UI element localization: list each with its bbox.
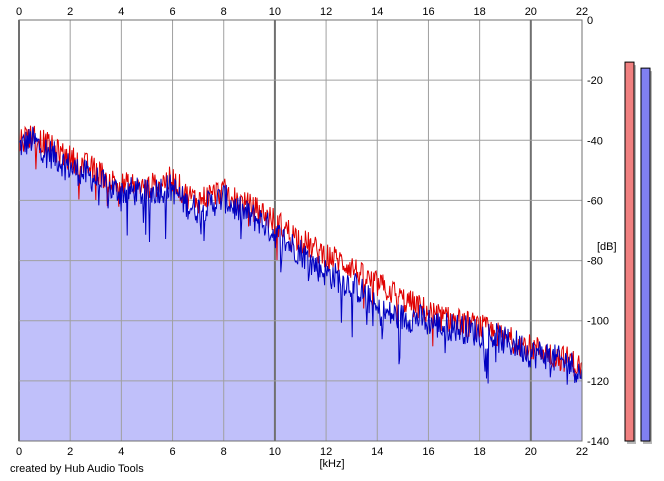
spectrum-area — [19, 126, 582, 442]
x-tick-label-top-2: 2 — [67, 6, 73, 18]
x-tick-label-bottom-10: 10 — [269, 446, 281, 458]
x-tick-label-bottom-20: 20 — [525, 446, 537, 458]
y-tick-label--140: -140 — [587, 436, 609, 448]
y-tick-label--120: -120 — [587, 376, 609, 388]
level-meter-1 — [640, 67, 651, 442]
x-tick-label-top-10: 10 — [269, 6, 281, 18]
plot-frame — [18, 19, 583, 442]
x-tick-label-top-22: 22 — [576, 6, 588, 18]
y-tick-label--80: -80 — [587, 256, 603, 268]
credit-text: created by Hub Audio Tools — [10, 463, 144, 475]
y-tick-label--40: -40 — [587, 135, 603, 147]
x-tick-label-top-4: 4 — [118, 6, 124, 18]
y-tick-label--60: -60 — [587, 195, 603, 207]
x-tick-label-bottom-2: 2 — [67, 446, 73, 458]
x-tick-label-bottom-0: 0 — [16, 446, 22, 458]
y-tick-label--20: -20 — [587, 75, 603, 87]
x-tick-label-top-0: 0 — [16, 6, 22, 18]
series-line-blue — [18, 126, 583, 385]
x-tick-label-top-16: 16 — [422, 6, 434, 18]
x-tick-label-bottom-22: 22 — [576, 446, 588, 458]
y-tick-label-0: 0 — [587, 15, 593, 27]
x-tick-label-bottom-6: 6 — [169, 446, 175, 458]
x-tick-label-bottom-14: 14 — [371, 446, 383, 458]
y-axis-label: [dB] — [597, 241, 617, 253]
x-tick-label-top-8: 8 — [221, 6, 227, 18]
x-tick-label-top-6: 6 — [169, 6, 175, 18]
x-tick-label-bottom-4: 4 — [118, 446, 124, 458]
x-tick-label-top-14: 14 — [371, 6, 383, 18]
x-tick-label-top-20: 20 — [525, 6, 537, 18]
level-meter-0 — [624, 61, 635, 442]
x-tick-label-bottom-12: 12 — [320, 446, 332, 458]
x-tick-label-bottom-16: 16 — [422, 446, 434, 458]
x-tick-label-top-12: 12 — [320, 6, 332, 18]
y-tick-label--100: -100 — [587, 316, 609, 328]
x-tick-label-bottom-18: 18 — [474, 446, 486, 458]
x-axis-label: [kHz] — [319, 458, 344, 470]
x-tick-label-bottom-8: 8 — [221, 446, 227, 458]
x-tick-label-top-18: 18 — [474, 6, 486, 18]
